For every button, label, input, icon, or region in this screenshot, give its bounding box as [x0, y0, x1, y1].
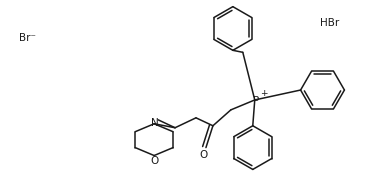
Text: O: O	[200, 150, 208, 160]
Text: HBr: HBr	[320, 18, 339, 27]
Text: N: N	[151, 118, 159, 128]
Text: +: +	[260, 90, 268, 99]
Text: O: O	[150, 157, 158, 166]
Text: P: P	[253, 96, 259, 106]
Text: Br⁻: Br⁻	[19, 33, 36, 43]
